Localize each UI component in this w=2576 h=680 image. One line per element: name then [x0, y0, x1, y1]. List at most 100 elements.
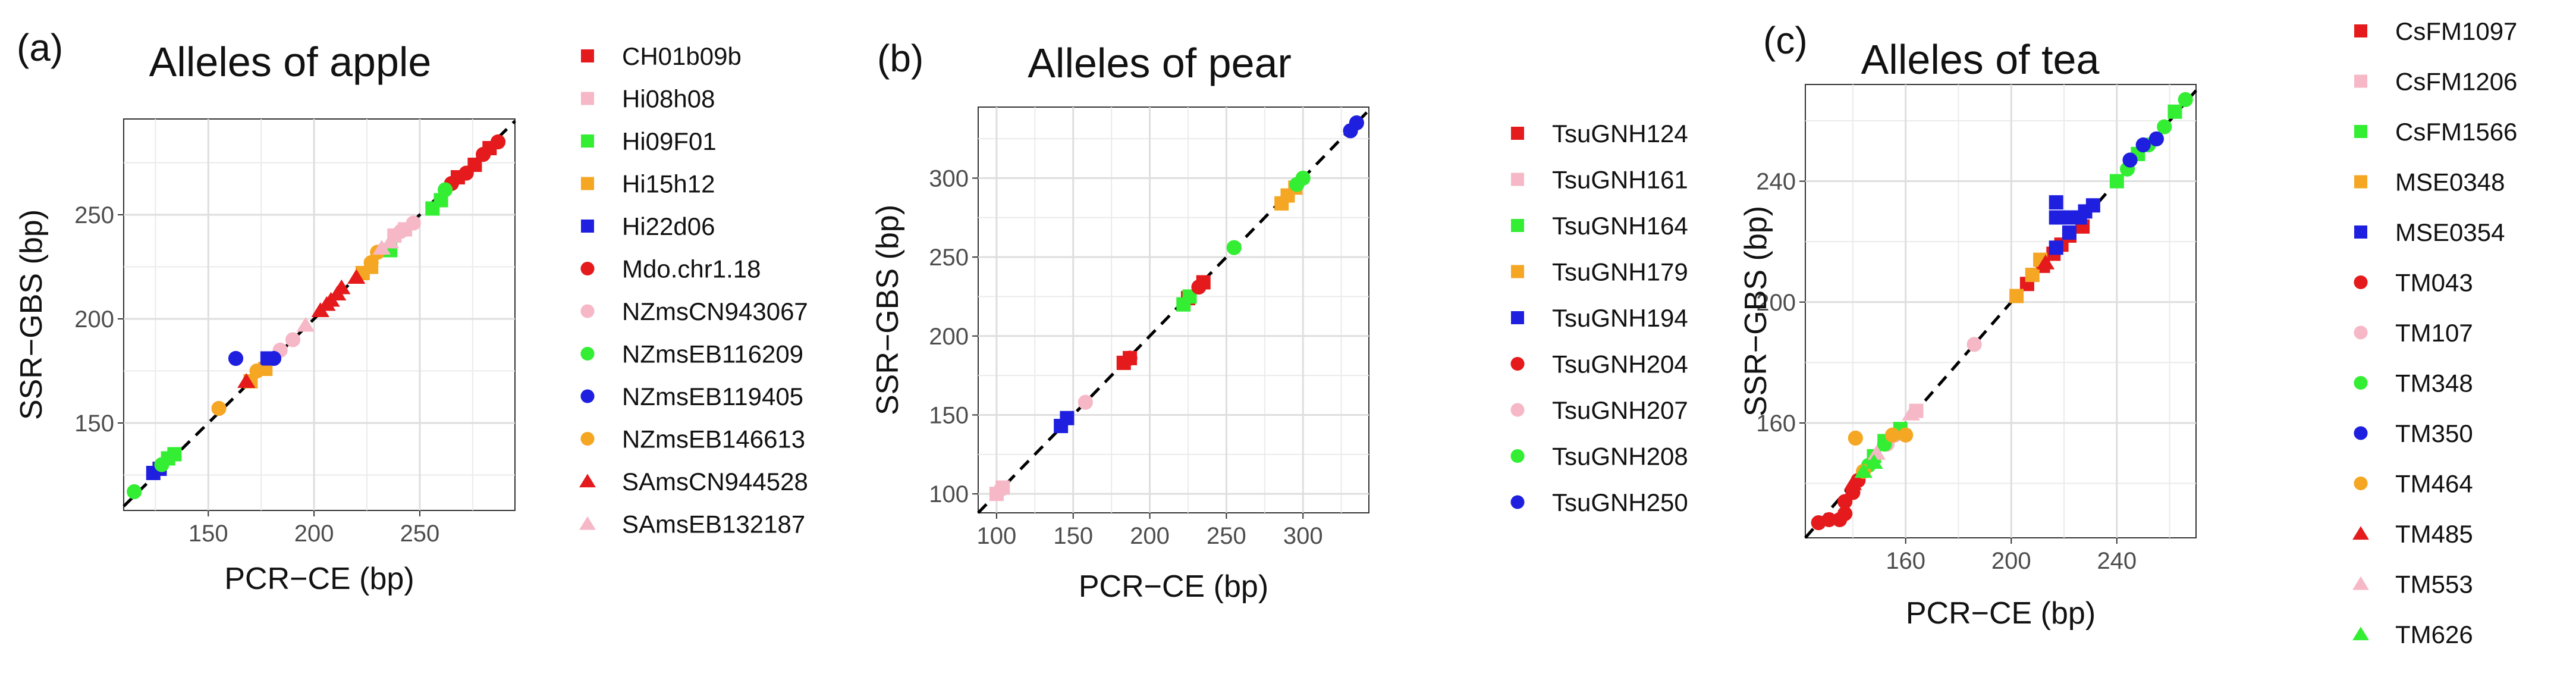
data-point — [1884, 427, 1900, 443]
data-point — [393, 224, 409, 239]
legend-label: Hi22d06 — [622, 212, 715, 240]
legend-item: CsFM1566 — [2354, 118, 2517, 146]
legend-label: TM553 — [2395, 571, 2473, 598]
y-tick-label: 100 — [929, 481, 969, 507]
y-tick-label: 200 — [929, 324, 969, 350]
legend-item: NZmsEB146613 — [580, 425, 805, 453]
y-tick-label: 200 — [1756, 290, 1796, 316]
legend-label: Hi08h08 — [622, 85, 715, 113]
legend-key — [2354, 175, 2367, 189]
y-axis-label: SSR−GBS (bp) — [14, 209, 49, 420]
legend-label: TsuGNH164 — [1552, 212, 1688, 240]
legend-item: MSE0348 — [2354, 168, 2505, 196]
y-tick-label: 150 — [929, 402, 969, 428]
legend-label: TsuGNH207 — [1552, 396, 1688, 424]
legend-label: TM626 — [2395, 621, 2473, 648]
x-tick-label: 200 — [294, 521, 334, 547]
data-point — [1898, 427, 1914, 443]
y-axis-label: SSR−GBS (bp) — [871, 205, 905, 415]
legend-label: TM043 — [2395, 269, 2473, 297]
legend-key — [1511, 127, 1524, 140]
legend-item: SAmsCN944528 — [579, 468, 808, 496]
legend-item: Mdo.chr1.18 — [580, 255, 761, 283]
legend-key — [580, 346, 595, 361]
legend-label: TsuGNH250 — [1552, 488, 1688, 516]
x-tick-label: 160 — [1886, 548, 1925, 574]
data-point — [2167, 104, 2182, 119]
legend-key — [579, 516, 596, 530]
legend-key — [1510, 449, 1525, 463]
legend-key — [1511, 173, 1524, 186]
legend-item: SAmsEB132187 — [579, 510, 805, 538]
x-tick-label: 240 — [2097, 548, 2137, 574]
data-point — [1122, 350, 1138, 366]
legend-item: TsuGNH194 — [1511, 304, 1688, 332]
legend-label: Hi09F01 — [622, 127, 717, 155]
chart-title: Alleles of tea — [1861, 36, 2100, 83]
legend-item: TsuGNH204 — [1510, 350, 1688, 378]
legend-label: TsuGNH161 — [1552, 166, 1688, 194]
data-point — [1191, 279, 1207, 295]
legend-item: TM553 — [2352, 571, 2473, 598]
legend-key — [581, 92, 594, 105]
legend-item: TsuGNH161 — [1511, 166, 1688, 194]
data-point — [2049, 195, 2063, 210]
legend-key — [579, 474, 596, 488]
data-point — [332, 279, 351, 294]
legend-key — [581, 220, 594, 233]
legend-label: MSE0348 — [2395, 168, 2505, 196]
data-point — [2178, 92, 2193, 107]
legend-label: SAmsEB132187 — [622, 510, 805, 538]
legend-label: CsFM1206 — [2395, 68, 2517, 96]
panel-0: 150 200 250 150 200 250 (a) Alleles of apple PCR… — [14, 26, 808, 596]
data-point — [372, 240, 391, 255]
legend-key — [2354, 275, 2368, 290]
legend-item: NZmsEB119405 — [580, 383, 803, 410]
panel-1: 100 150 200 250 300 100 150 200 250 300 (b) Alleles… — [871, 37, 1688, 604]
legend-item: TsuGNH124 — [1511, 120, 1688, 148]
legend-key — [1510, 356, 1525, 371]
legend-label: TM464 — [2395, 470, 2473, 498]
y-tick-label: 200 — [74, 306, 114, 333]
legend-item: Hi15h12 — [581, 170, 715, 198]
legend-label: MSE0354 — [2395, 218, 2505, 246]
legend-key — [581, 49, 594, 62]
x-tick-label: 300 — [1283, 523, 1323, 549]
legend-key — [2354, 74, 2367, 88]
legend-label: CsFM1566 — [2395, 118, 2517, 146]
legend-item: TsuGNH250 — [1510, 488, 1688, 516]
x-axis-label: PCR−CE (bp) — [224, 562, 414, 596]
legend-label: TM350 — [2395, 419, 2473, 447]
legend-key — [1511, 265, 1524, 278]
x-axis-label: PCR−CE (bp) — [1906, 596, 2096, 631]
legend-key — [2354, 125, 2367, 138]
data-point — [1867, 444, 1886, 460]
x-tick-label: 250 — [400, 521, 440, 547]
legend-key — [580, 304, 595, 318]
legend-item: TsuGNH208 — [1510, 443, 1688, 471]
data-point — [1837, 506, 1853, 521]
legend-key — [1511, 311, 1524, 324]
legend-label: CsFM1097 — [2395, 17, 2517, 45]
legend-item: MSE0354 — [2354, 218, 2505, 246]
legend-item: TsuGNH207 — [1510, 396, 1688, 424]
legend-label: TM485 — [2395, 520, 2473, 548]
data-point — [476, 146, 491, 162]
data-point — [458, 165, 474, 181]
data-point — [1902, 405, 1920, 421]
data-point — [2085, 198, 2100, 213]
data-point — [1848, 430, 1863, 446]
legend: CH01b09b Hi08h08 Hi09F01 Hi15h12 Hi22d06 Mdo.… — [579, 42, 808, 538]
x-tick-label: 250 — [1207, 523, 1246, 549]
x-tick-label: 150 — [189, 521, 228, 547]
chart-title: Alleles of pear — [1028, 40, 1292, 86]
data-point — [1821, 512, 1837, 528]
data-point — [1966, 337, 1982, 352]
data-point — [285, 332, 301, 347]
legend-key — [2354, 375, 2368, 390]
legend-key — [581, 177, 594, 190]
legend: CsFM1097 CsFM1206 CsFM1566 MSE0348 MSE0354 TM… — [2352, 17, 2517, 648]
legend-key — [580, 389, 595, 403]
legend-key — [581, 134, 594, 148]
